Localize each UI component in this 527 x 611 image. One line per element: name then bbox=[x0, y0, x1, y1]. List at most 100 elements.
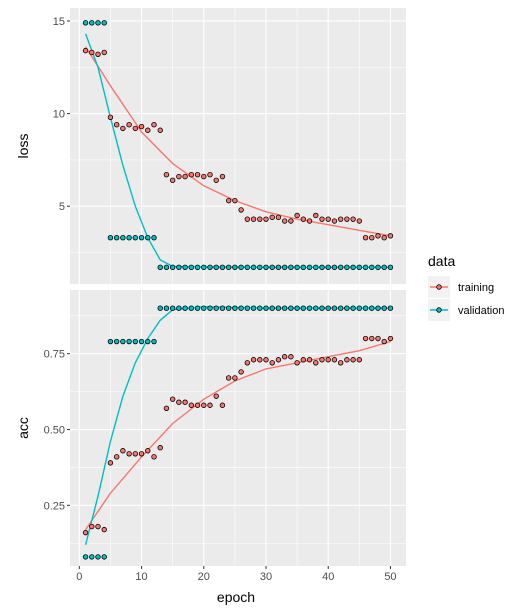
data-point-validation bbox=[337, 264, 344, 271]
data-point-validation bbox=[381, 305, 387, 311]
data-point-training bbox=[238, 207, 244, 213]
data-point-training bbox=[151, 454, 157, 460]
data-point-training bbox=[375, 233, 381, 239]
data-point-training bbox=[89, 523, 95, 530]
data-point-validation bbox=[375, 305, 381, 311]
data-point-validation bbox=[250, 305, 257, 311]
x-tick-label: 40 bbox=[322, 571, 334, 583]
data-point-training bbox=[381, 234, 387, 241]
data-point-validation bbox=[344, 264, 350, 271]
data-point-validation bbox=[344, 305, 350, 311]
data-point-training bbox=[300, 216, 307, 222]
data-point-training bbox=[95, 51, 101, 58]
y-tick-label: 0.50 bbox=[44, 425, 65, 437]
y-tick-label: 5 bbox=[59, 201, 65, 213]
data-point-validation bbox=[207, 305, 213, 311]
data-point-training bbox=[145, 448, 151, 454]
data-point-validation bbox=[288, 264, 294, 271]
data-point-validation bbox=[219, 264, 226, 271]
data-point-training bbox=[288, 218, 294, 224]
data-point-training bbox=[350, 216, 356, 222]
x-tick-label: 10 bbox=[135, 571, 147, 583]
data-point-training bbox=[95, 523, 101, 530]
data-point-training bbox=[337, 360, 344, 366]
data-point-training bbox=[120, 125, 126, 132]
data-point-training bbox=[182, 173, 188, 180]
data-point-training bbox=[263, 216, 269, 222]
data-point-validation bbox=[313, 264, 319, 271]
data-point-validation bbox=[232, 305, 238, 311]
data-point-validation bbox=[275, 264, 282, 271]
chart-panels: 5 10 15 loss 0.25 0.50 0.75 acc bbox=[15, 8, 406, 566]
data-point-training bbox=[288, 354, 294, 360]
data-point-validation bbox=[126, 338, 132, 345]
legend-label: validation bbox=[458, 305, 504, 317]
data-point-training bbox=[375, 335, 381, 342]
y-axis-title-loss: loss bbox=[15, 134, 31, 159]
data-point-training bbox=[126, 121, 132, 128]
data-point-training bbox=[157, 127, 163, 133]
data-point-training bbox=[263, 357, 269, 363]
data-point-training bbox=[113, 454, 120, 460]
data-point-validation bbox=[257, 305, 263, 311]
x-tick-label: 0 bbox=[76, 571, 82, 583]
data-point-training bbox=[120, 448, 126, 454]
data-point-validation bbox=[294, 264, 300, 271]
data-point-training bbox=[101, 526, 107, 533]
data-point-training bbox=[82, 47, 89, 54]
data-point-training bbox=[275, 214, 282, 221]
data-point-training bbox=[306, 357, 313, 363]
data-point-validation bbox=[238, 264, 244, 271]
legend: data training validation bbox=[428, 253, 504, 321]
data-point-training bbox=[344, 216, 350, 222]
y-tick-label: 0.25 bbox=[44, 500, 65, 512]
data-point-validation bbox=[263, 264, 269, 271]
data-point-training bbox=[219, 402, 226, 408]
data-point-validation bbox=[151, 234, 157, 241]
data-point-training bbox=[126, 451, 132, 457]
data-point-training bbox=[294, 212, 300, 219]
data-point-validation bbox=[381, 264, 387, 271]
data-point-training bbox=[356, 357, 363, 363]
data-point-validation bbox=[294, 305, 300, 311]
x-axis: 0 10 20 30 40 50 bbox=[76, 566, 397, 583]
data-point-validation bbox=[300, 305, 307, 311]
data-point-training bbox=[138, 451, 145, 457]
data-point-training bbox=[232, 375, 238, 381]
data-point-training bbox=[250, 216, 257, 222]
x-axis-title: epoch bbox=[217, 589, 255, 605]
data-point-validation bbox=[89, 554, 95, 560]
data-point-validation bbox=[201, 264, 207, 271]
data-point-training bbox=[225, 375, 232, 381]
data-point-training bbox=[387, 233, 394, 239]
data-point-validation bbox=[387, 264, 394, 271]
data-point-training bbox=[369, 234, 375, 241]
data-point-training bbox=[325, 216, 331, 222]
panel-background bbox=[70, 8, 406, 284]
data-point-validation bbox=[176, 305, 182, 311]
data-point-validation bbox=[362, 264, 369, 271]
data-point-validation bbox=[201, 305, 207, 311]
data-point-validation bbox=[113, 338, 120, 345]
legend-title: data bbox=[428, 253, 455, 269]
data-point-validation bbox=[157, 264, 163, 271]
data-point-validation bbox=[89, 20, 95, 26]
data-point-training bbox=[113, 121, 120, 128]
data-point-validation bbox=[207, 264, 213, 271]
data-point-validation bbox=[138, 234, 145, 241]
data-point-validation bbox=[95, 20, 101, 26]
data-point-training bbox=[207, 172, 213, 178]
data-point-validation bbox=[244, 305, 251, 311]
data-point-training bbox=[169, 396, 176, 402]
data-point-validation bbox=[132, 338, 139, 345]
data-point-validation bbox=[113, 234, 120, 241]
data-point-validation bbox=[120, 234, 126, 241]
data-point-training bbox=[381, 338, 387, 345]
data-point-training bbox=[82, 529, 89, 536]
data-point-training bbox=[356, 218, 363, 224]
data-point-validation bbox=[151, 338, 157, 345]
legend-key-point bbox=[436, 307, 442, 313]
data-point-validation bbox=[82, 554, 89, 560]
data-point-validation bbox=[356, 305, 363, 311]
y-tick-label: 0.75 bbox=[44, 349, 65, 361]
